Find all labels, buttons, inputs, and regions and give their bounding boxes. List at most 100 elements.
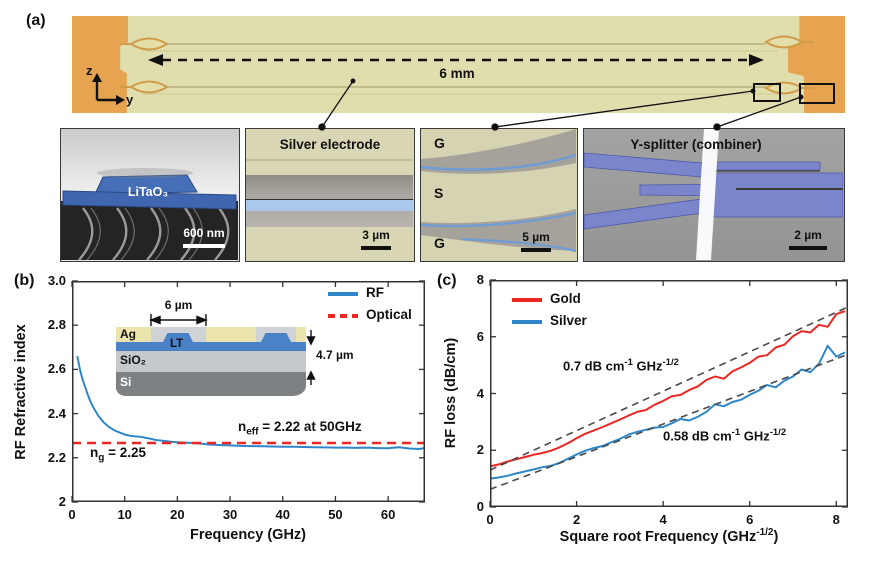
panel-c-label: (c) <box>437 272 457 289</box>
b-ytick-2.4: 2.4 <box>47 405 66 421</box>
c-yaxis-label: RF loss (dB/cm) <box>443 337 459 449</box>
rf-index-chart <box>71 280 425 503</box>
si-layer <box>116 372 306 396</box>
b-ytick-3: 3.0 <box>47 273 66 288</box>
panel-b-label: (b) <box>14 272 35 289</box>
scalebar-2um <box>789 246 827 250</box>
b-yaxis-label: RF Refractive index <box>13 324 29 460</box>
inset-gsg: G S G 5 µm <box>420 128 578 262</box>
stack-schematic: 6 µm 4.7 µm Ag LT SiO₂ Si <box>108 293 358 399</box>
c-xtick-8: 8 <box>832 512 840 527</box>
b-xtick-10: 10 <box>117 507 132 522</box>
rf-legend-swatch <box>328 292 358 296</box>
lt-label: LT <box>170 338 184 350</box>
cross-section-sem <box>61 168 238 260</box>
scalebar-3um <box>361 246 391 250</box>
gold-fit-curve <box>490 306 848 471</box>
panel-a-label: (a) <box>26 12 46 29</box>
scalebar-600nm-label: 600 nm <box>183 226 225 240</box>
rf-loss-chart <box>489 279 848 508</box>
lt-slab <box>116 342 306 351</box>
silver-electrode-title: Silver electrode <box>279 137 381 152</box>
optical-legend-label: Optical <box>366 307 412 322</box>
device-micrograph: z y 6 mm <box>72 16 845 113</box>
micrograph-drawing <box>92 35 814 105</box>
scalebar-5um <box>521 248 551 252</box>
c-xtick-0: 0 <box>486 512 494 527</box>
y-splitter-title: Y-splitter (combiner) <box>630 137 762 152</box>
y-splitter-drawing <box>584 129 843 260</box>
b-ytick-2.6: 2.6 <box>47 361 66 377</box>
lt-ridge <box>261 333 291 342</box>
waveguide-stripe <box>246 199 413 211</box>
b-ytick-2: 2 <box>58 494 66 509</box>
c-ytick-8: 8 <box>476 272 484 287</box>
gold-slope-annotation: 0.7 dB cm-1 GHz-1/2 <box>563 357 679 374</box>
lt-ridge <box>163 333 193 342</box>
gsg-g-top: G <box>434 135 445 151</box>
axis-y-label: y <box>126 92 134 107</box>
neff-annotation: neff = 2.22 at 50GHz <box>238 419 362 438</box>
inset-silver-electrode: Silver electrode 3 µm <box>245 128 415 262</box>
gap-width-label: 6 µm <box>164 298 193 312</box>
coordinate-axes <box>92 73 125 105</box>
zoom-box-splitter <box>799 83 835 104</box>
b-xtick-40: 40 <box>275 507 290 522</box>
ag-segment <box>206 327 256 342</box>
splitter-loops <box>120 35 814 95</box>
gold-legend-swatch <box>512 298 542 302</box>
length-arrow <box>148 54 764 66</box>
c-xtick-6: 6 <box>746 512 754 527</box>
gsg-s: S <box>434 185 444 201</box>
scalebar-2um-label: 2 µm <box>794 228 822 242</box>
c-xaxis-label: Square root Frequency (GHz-1/2) <box>559 527 779 545</box>
gsg-drawing <box>421 129 576 253</box>
silver-legend-swatch <box>512 320 542 324</box>
inset-y-splitter: Y-splitter (combiner) 2 µm <box>583 128 845 262</box>
b-plot-frame <box>72 281 425 502</box>
c-ytick-6: 6 <box>476 328 484 344</box>
c-ytick-2: 2 <box>476 442 484 458</box>
b-xtick-60: 60 <box>380 507 396 522</box>
si-label: Si <box>120 375 132 389</box>
inset-cross-section: LiTaO₃ 600 nm <box>60 128 240 262</box>
schematic-dimension-arrows <box>149 314 316 385</box>
axis-z-label: z <box>86 63 93 78</box>
sio2-thickness-label: 4.7 µm <box>316 348 354 362</box>
c-plot-frame <box>490 280 848 507</box>
silver-fit-curve <box>490 353 848 491</box>
b-tick-marks <box>71 280 425 503</box>
b-xaxis-label: Frequency (GHz) <box>189 527 306 543</box>
b-series-group <box>72 355 425 450</box>
litao3-label: LiTaO₃ <box>127 185 169 199</box>
ag-segment <box>296 327 306 342</box>
scalebar-600nm <box>183 244 225 248</box>
electrode-edge-line <box>246 159 413 161</box>
sio2-layer <box>116 351 306 372</box>
device-length-label: 6 mm <box>439 66 475 81</box>
rf-curve <box>76 355 425 450</box>
b-xtick-0: 0 <box>68 507 76 522</box>
sio2-label: SiO₂ <box>120 353 147 367</box>
optical-legend-swatch <box>328 314 358 318</box>
b-xtick-50: 50 <box>328 507 343 522</box>
silver-curve <box>490 344 846 480</box>
scalebar-5um-label: 5 µm <box>522 230 550 244</box>
gold-legend-label: Gold <box>550 291 581 306</box>
ag-label: Ag <box>120 327 136 341</box>
cleave-stripe <box>696 129 719 260</box>
gsg-g-bottom: G <box>434 235 445 251</box>
c-xtick-2: 2 <box>572 512 581 527</box>
b-xtick-30: 30 <box>222 507 238 522</box>
b-ytick-2.2: 2.2 <box>47 449 66 465</box>
c-tick-marks <box>489 279 848 508</box>
silver-legend-label: Silver <box>550 313 587 328</box>
c-xtick-4: 4 <box>659 512 667 527</box>
b-ytick-2.8: 2.8 <box>47 317 66 333</box>
ag-segment <box>116 327 151 342</box>
rf-legend-label: RF <box>366 285 384 300</box>
gold-curve <box>490 310 846 468</box>
c-ytick-4: 4 <box>476 385 484 401</box>
b-xtick-20: 20 <box>170 507 185 522</box>
